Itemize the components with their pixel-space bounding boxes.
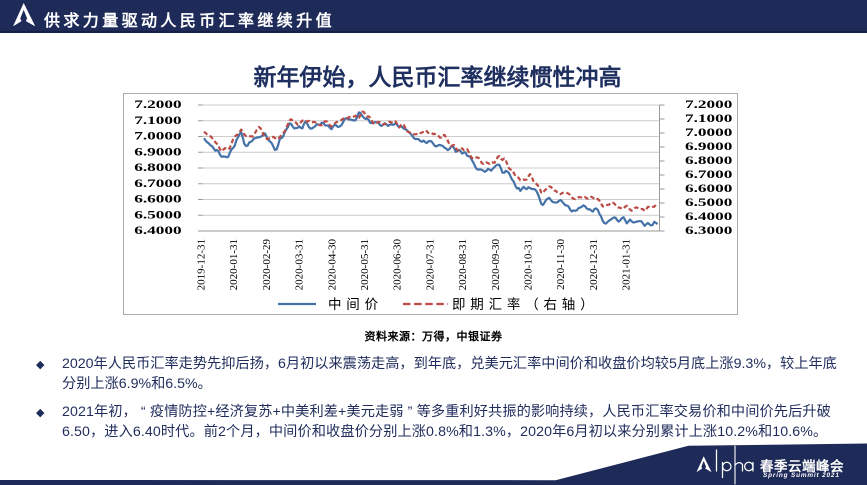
svg-text:7.2000: 7.2000	[685, 99, 732, 112]
svg-text:6.9000: 6.9000	[134, 146, 181, 159]
svg-text:6.7000: 6.7000	[685, 169, 732, 182]
svg-text:7.1000: 7.1000	[685, 113, 732, 126]
svg-text:2020-03-31: 2020-03-31	[294, 239, 306, 290]
svg-text:2020-04-30: 2020-04-30	[326, 239, 338, 291]
svg-text:2020-09-30: 2020-09-30	[490, 239, 502, 291]
svg-text:2020-07-31: 2020-07-31	[424, 239, 436, 290]
svg-text:2020-01-31: 2020-01-31	[228, 239, 240, 290]
svg-text:2020-06-30: 2020-06-30	[392, 239, 404, 291]
svg-text:即期汇率（右轴）: 即期汇率（右轴）	[452, 296, 598, 312]
svg-text:6.5000: 6.5000	[685, 197, 732, 210]
svg-text:2021-01-31: 2021-01-31	[621, 239, 633, 290]
svg-text:2020-11-30: 2020-11-30	[555, 239, 567, 290]
svg-text:6.9000: 6.9000	[685, 141, 732, 154]
svg-text:2020-10-31: 2020-10-31	[523, 239, 535, 290]
svg-text:6.4000: 6.4000	[134, 225, 181, 238]
svg-text:6.8000: 6.8000	[134, 162, 181, 175]
svg-text:2020-02-29: 2020-02-29	[261, 239, 273, 291]
svg-text:7.0000: 7.0000	[134, 130, 181, 143]
svg-text:6.3000: 6.3000	[685, 225, 732, 238]
svg-text:中间价: 中间价	[328, 297, 383, 312]
svg-text:6.6000: 6.6000	[134, 193, 181, 206]
svg-text:7.1000: 7.1000	[134, 114, 181, 127]
svg-text:6.4000: 6.4000	[685, 211, 732, 224]
svg-text:2020-12-31: 2020-12-31	[588, 239, 600, 290]
svg-text:7.2000: 7.2000	[134, 99, 181, 112]
svg-text:2020-05-31: 2020-05-31	[359, 239, 371, 290]
svg-text:7.0000: 7.0000	[685, 127, 732, 140]
svg-text:2020-08-31: 2020-08-31	[457, 239, 469, 290]
svg-text:6.6000: 6.6000	[685, 183, 732, 196]
svg-text:6.7000: 6.7000	[134, 177, 181, 190]
svg-text:6.5000: 6.5000	[134, 209, 181, 222]
svg-text:2019-12-31: 2019-12-31	[196, 239, 208, 290]
svg-text:6.8000: 6.8000	[685, 155, 732, 168]
